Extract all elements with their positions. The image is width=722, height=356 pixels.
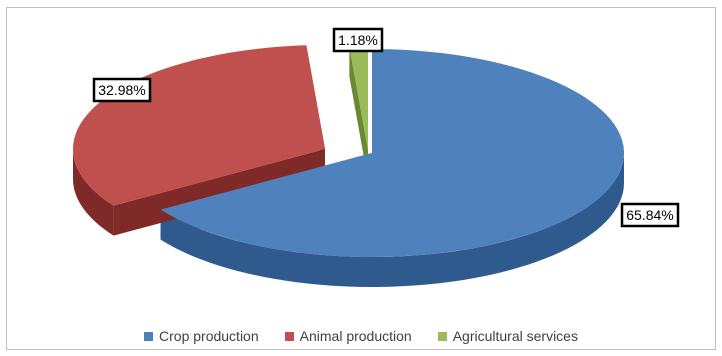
legend-item-animal: Animal production xyxy=(284,328,412,344)
legend-item-crop: Crop production xyxy=(144,328,259,344)
legend: Crop production Animal production Agricu… xyxy=(0,328,722,344)
slice-services xyxy=(349,46,368,150)
data-label-text-animal: 32.98% xyxy=(98,82,145,98)
slice-side-services xyxy=(349,46,368,181)
data-label-services: 1.18% xyxy=(332,27,384,53)
data-label-text-crop: 65.84% xyxy=(626,207,673,223)
data-label-box-animal xyxy=(92,77,152,103)
data-label-crop: 65.84% xyxy=(620,202,680,228)
legend-label-services: Agricultural services xyxy=(452,328,578,344)
legend-label-crop: Crop production xyxy=(159,328,259,344)
legend-item-services: Agricultural services xyxy=(437,328,578,344)
slice-rim-animal xyxy=(73,149,114,236)
slice-crop xyxy=(160,49,624,257)
slice-rim-crop xyxy=(160,153,624,287)
data-label-animal: 32.98% xyxy=(92,77,152,103)
data-label-text-services: 1.18% xyxy=(338,32,378,48)
data-label-box-services xyxy=(332,27,384,53)
data-label-box-crop xyxy=(620,202,680,228)
legend-swatch-services xyxy=(437,331,447,341)
legend-swatch-animal xyxy=(284,331,294,341)
slice-wall-services-0 xyxy=(349,46,368,181)
legend-label-animal: Animal production xyxy=(299,328,412,344)
slice-wall-animal-0 xyxy=(113,149,326,236)
legend-swatch-crop xyxy=(144,331,154,341)
